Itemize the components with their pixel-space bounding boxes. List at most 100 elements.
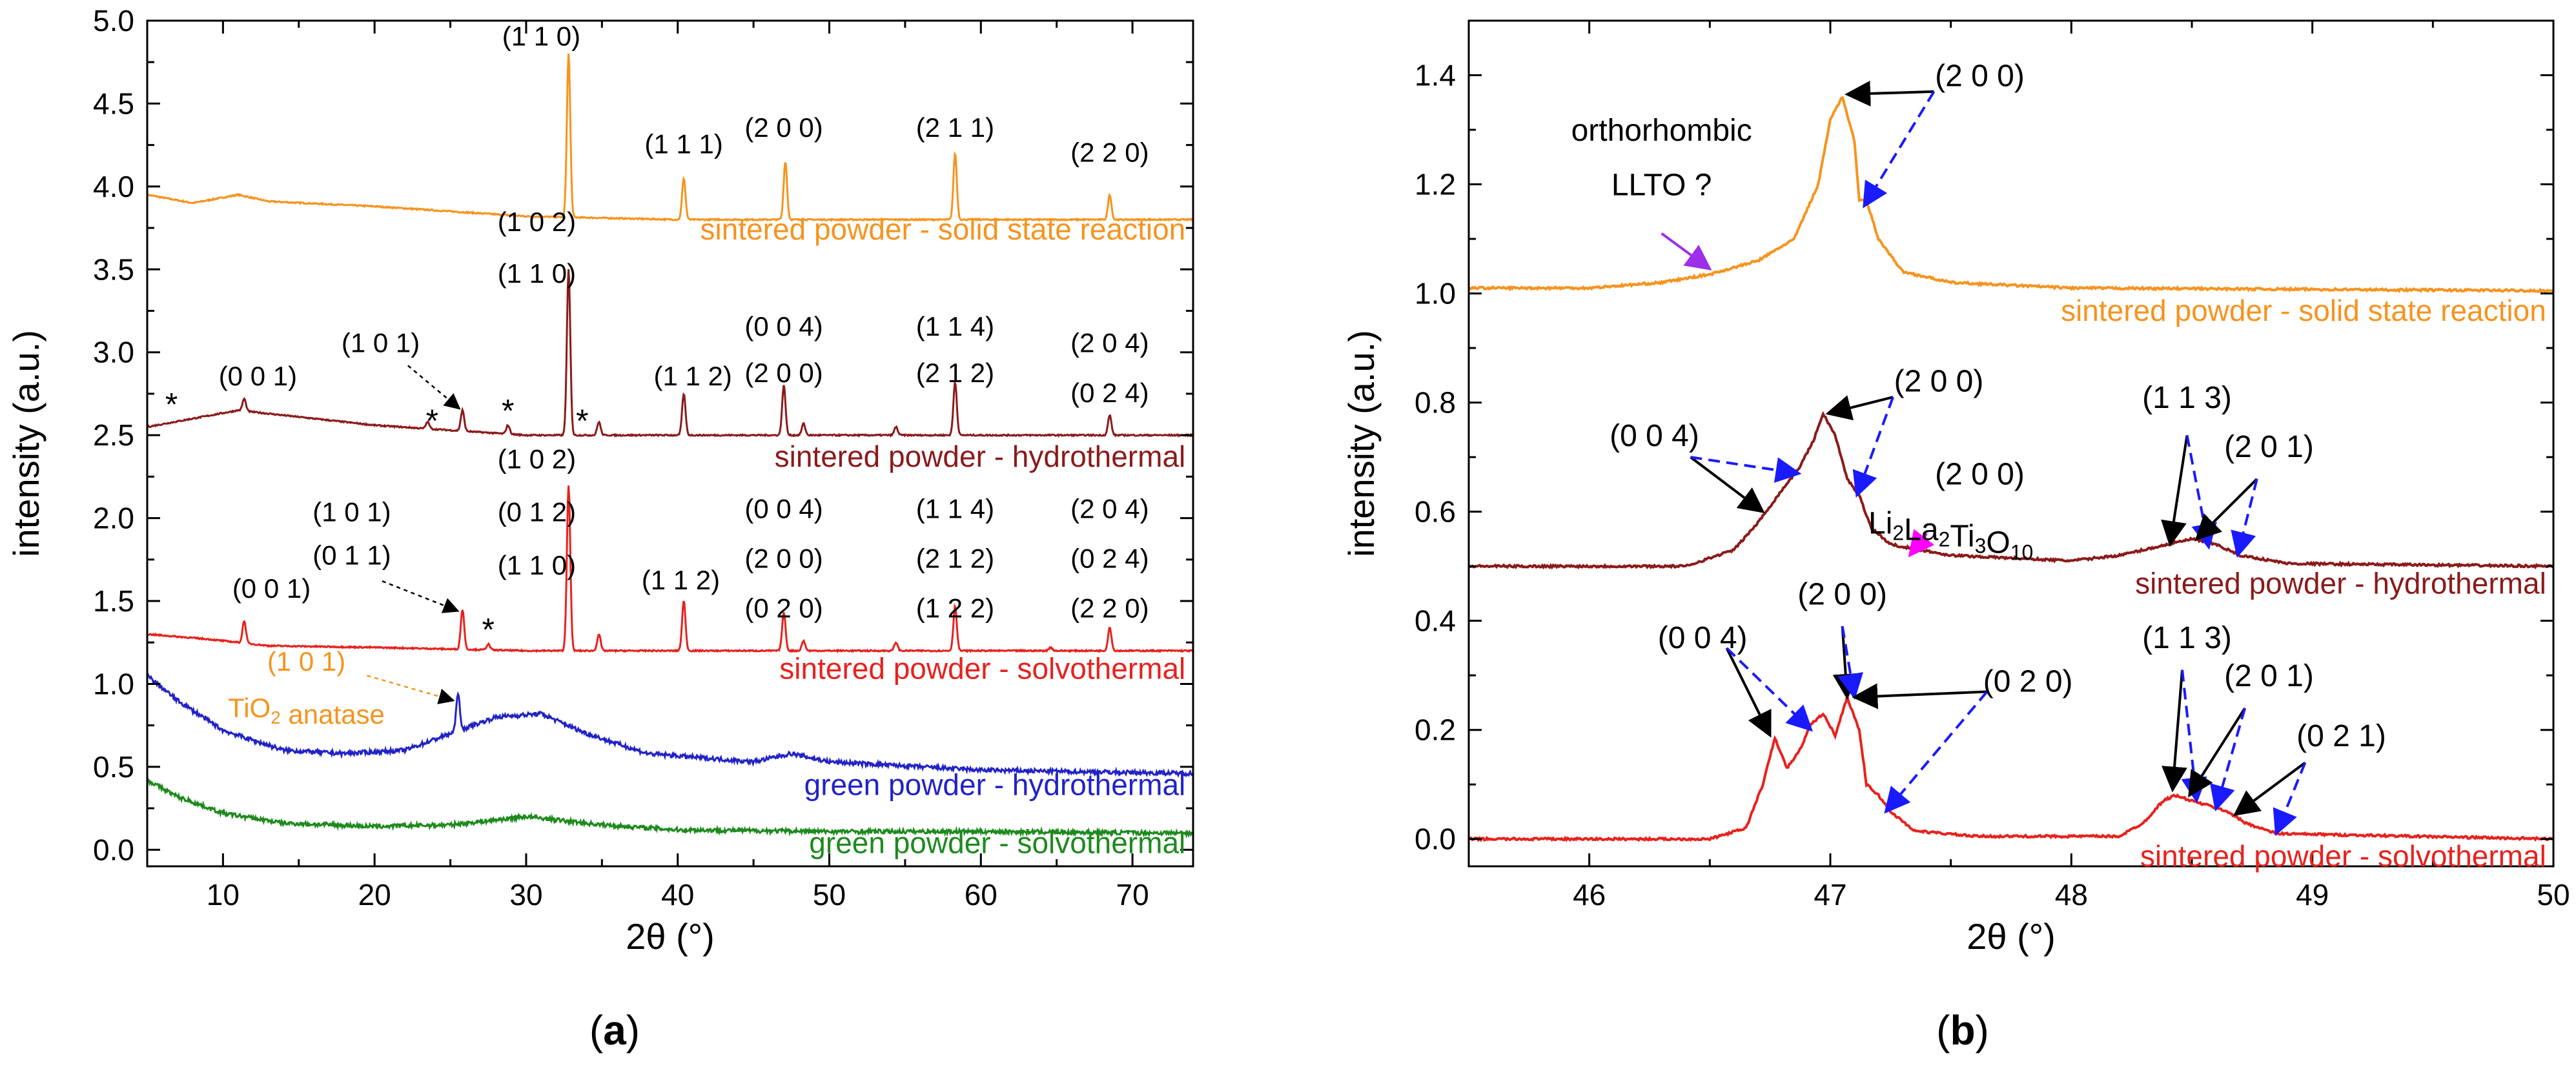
peak-annotation: (0 2 0) <box>744 593 823 624</box>
y-tick-label: 3.0 <box>93 336 134 369</box>
peak-annotation: (2 0 0) <box>744 358 823 388</box>
y-tick-label: 0.2 <box>1415 713 1456 747</box>
x-tick-label: 20 <box>358 878 391 911</box>
y-tick-label: 2.0 <box>93 502 134 535</box>
impurity-marker: * <box>165 386 178 422</box>
peak-annotation: (1 2 2) <box>916 593 994 624</box>
y-tick-label: 0.5 <box>93 750 134 784</box>
peak-annotation: (0 1 2) <box>498 497 576 527</box>
x-tick-label: 49 <box>2296 878 2329 911</box>
annotation-arrow <box>1726 647 1814 732</box>
series-label-solvothermal: sintered powder - solvothermal <box>779 652 1185 686</box>
annotation-arrow <box>2233 761 2306 817</box>
series-line-green_solvo <box>146 777 1194 839</box>
annotation-arrow <box>2162 669 2187 793</box>
panel-label-open: ( <box>1936 1007 1950 1054</box>
x-tick-label: 40 <box>661 878 694 911</box>
series-line-solvothermal <box>1467 696 2555 842</box>
peak-annotation: (0 2 4) <box>1070 378 1149 408</box>
series-label-hydrothermal: sintered powder - hydrothermal <box>775 440 1186 473</box>
subscript: 2 <box>271 708 281 728</box>
peak-annotation: (1 0 1) <box>312 497 391 527</box>
annotation-text: anatase <box>281 699 385 729</box>
y-tick-label: 0.0 <box>93 833 134 866</box>
plot-frame <box>146 19 1194 868</box>
annotation-text: Li <box>1868 506 1892 540</box>
panel-label: (a) <box>589 1007 640 1054</box>
annotation-arrow <box>2161 435 2189 547</box>
peak-annotation: (1 0 2) <box>498 207 576 237</box>
peak-annotation: (2 0 4) <box>1070 494 1149 524</box>
annotation-arrow <box>1825 395 1894 421</box>
x-tick-label: 48 <box>2055 878 2088 911</box>
x-axis-label: 2θ (°) <box>626 916 715 957</box>
y-tick-label: 0.4 <box>1415 604 1456 638</box>
annotation-arrow <box>1725 647 1772 738</box>
y-tick-label: 5.0 <box>93 4 134 37</box>
subscript: 3 <box>1975 534 1987 557</box>
y-tick-label: 0.8 <box>1415 386 1456 420</box>
peak-annotation: TiO2 anatase <box>228 693 385 729</box>
peak-annotation: (1 1 2) <box>654 361 732 391</box>
peak-annotation: LLTO ? <box>1611 168 1712 202</box>
peak-annotation: (1 1 3) <box>2142 381 2232 415</box>
peak-annotation: (1 0 1) <box>267 646 345 677</box>
x-tick-label: 60 <box>965 878 997 911</box>
peak-annotation: (2 1 2) <box>916 358 994 388</box>
series-line-hydrothermal <box>147 269 1194 438</box>
peak-annotation: (2 2 0) <box>1070 137 1149 167</box>
annotation-text: Ti <box>1950 519 1974 553</box>
annotation-arrow <box>2273 762 2307 836</box>
x-tick-label: 70 <box>1116 878 1149 911</box>
panel-label-close: ) <box>1976 1007 1989 1054</box>
peak-annotation: (1 0 1) <box>342 328 420 358</box>
peak-annotation: (0 0 4) <box>1658 621 1748 655</box>
annotation-arrow <box>1845 80 1934 107</box>
panel-label-close: ) <box>626 1007 640 1054</box>
plot-frame <box>1467 19 2555 868</box>
y-tick-label: 2.5 <box>93 418 134 452</box>
peak-annotation: (1 1 4) <box>916 311 994 341</box>
peak-annotation: (1 1 2) <box>642 565 720 595</box>
series-line-green_hydro <box>146 672 1194 779</box>
peak-annotation: (1 1 0) <box>498 258 576 289</box>
x-tick-label: 10 <box>207 878 240 911</box>
peak-annotation: (0 1 1) <box>312 540 391 571</box>
y-tick-label: 4.5 <box>93 87 134 120</box>
annotation-arrow <box>2188 707 2246 798</box>
x-tick-label: 47 <box>1814 878 1846 911</box>
peak-annotation: (2 1 1) <box>916 112 994 143</box>
peak-annotation: (2 0 0) <box>1797 577 1887 611</box>
annotation-arrow <box>1661 232 1712 270</box>
impurity-marker: * <box>482 612 495 648</box>
y-tick-label: 1.5 <box>93 584 134 618</box>
x-tick-label: 30 <box>509 878 542 911</box>
series-label-green_solvo: green powder - solvothermal <box>809 826 1185 859</box>
series-line-solid_state <box>1467 96 2555 294</box>
leader-arrow <box>407 365 461 410</box>
series-line-hydrothermal <box>1467 411 2555 570</box>
peak-annotation: (2 0 0) <box>1935 457 2025 491</box>
series-label-solid_state: sintered powder - solid state reaction <box>700 212 1186 246</box>
y-tick-label: 1.2 <box>1415 168 1456 201</box>
peak-annotation: (0 0 4) <box>1610 419 1699 453</box>
annotation-text: O <box>1986 525 2010 560</box>
series-line-solvothermal <box>147 485 1194 653</box>
peak-annotation: (2 0 1) <box>2224 430 2314 464</box>
panel-label-letter: a <box>603 1007 626 1054</box>
peak-annotation: (1 1 1) <box>644 128 722 159</box>
peak-annotation: (1 1 3) <box>2142 621 2232 655</box>
annotation-arrow <box>1690 456 1765 514</box>
impurity-marker: * <box>576 403 588 439</box>
peak-annotation: (1 1 0) <box>502 21 580 52</box>
subscript: 2 <box>1939 527 1950 551</box>
series-label-green_hydro: green powder - hydrothermal <box>804 768 1186 802</box>
subscript: 2 <box>1892 521 1904 544</box>
peak-annotation: (0 2 4) <box>1070 544 1149 574</box>
y-tick-label: 0.6 <box>1415 495 1456 529</box>
peak-annotation: (1 0 2) <box>498 444 576 474</box>
peak-annotation: (2 0 0) <box>744 544 823 574</box>
y-tick-label: 1.0 <box>93 667 134 700</box>
peak-annotation: (2 2 0) <box>1070 593 1149 624</box>
